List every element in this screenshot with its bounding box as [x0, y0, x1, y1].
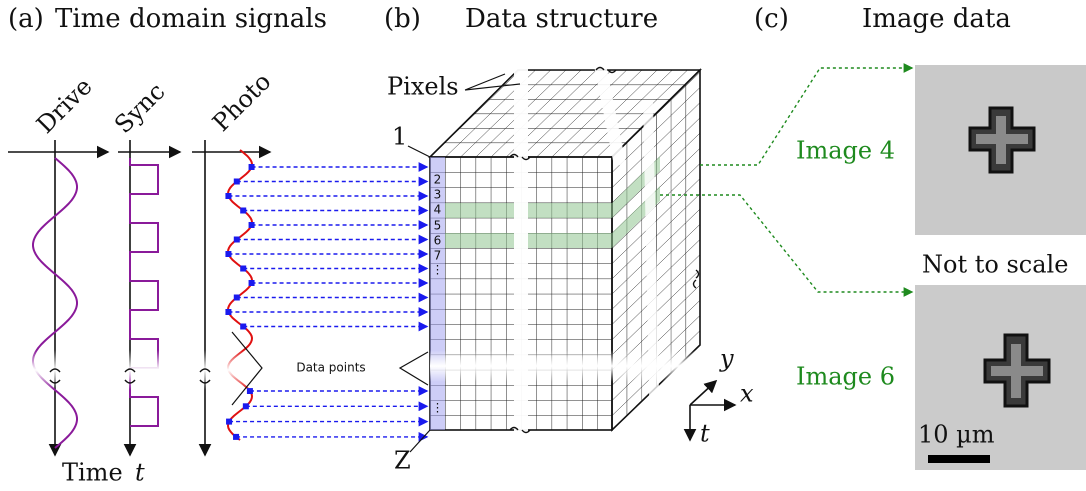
row-number: 6 — [434, 234, 442, 248]
row-number: 5 — [434, 219, 442, 233]
image-label: Image 4 — [796, 137, 895, 165]
label: 1 — [392, 123, 407, 151]
break-fade — [10, 350, 270, 390]
label: Z — [394, 447, 411, 475]
figure: (a) Time domain signals (b) Data structu… — [0, 0, 1086, 491]
sample-point — [234, 295, 240, 301]
row-number: ⋮ — [432, 401, 444, 415]
sample-point — [240, 208, 246, 214]
sample-point — [233, 434, 239, 440]
row-number: 4 — [434, 203, 442, 217]
sample-point — [225, 251, 231, 257]
row-number: 2 — [434, 173, 442, 187]
panel-title: Time domain signals — [55, 4, 327, 34]
label: Pixels — [387, 73, 459, 101]
pointer — [408, 146, 430, 157]
panel-title: Image data — [862, 4, 1011, 34]
sample-point — [240, 266, 246, 272]
sample-point — [243, 403, 249, 409]
callout-label: Data points — [296, 361, 365, 375]
axis-label: y — [719, 345, 734, 373]
row-number: ⋮ — [432, 263, 444, 277]
axis-label: t — [135, 459, 145, 487]
signal-label: Photo — [207, 67, 276, 136]
sample-point — [249, 280, 255, 286]
photo-wave — [228, 150, 252, 440]
sample-point — [234, 237, 240, 243]
axis-label: t — [700, 420, 710, 448]
panel-letter: (b) — [384, 4, 421, 34]
axis-label: Time — [62, 459, 123, 487]
axes-icon — [690, 381, 735, 440]
image-frame — [915, 65, 1086, 235]
sample-point — [226, 419, 232, 425]
panel-title: Data structure — [465, 4, 658, 34]
signal-label: Sync — [109, 77, 170, 138]
signal-label: Drive — [31, 72, 98, 139]
image-label: Image 6 — [796, 363, 895, 391]
sample-point — [234, 179, 240, 185]
panel-letter: (a) — [8, 4, 44, 34]
axis-label: x — [740, 380, 754, 408]
sample-point — [225, 193, 231, 199]
signals — [33, 150, 427, 448]
sample-point — [240, 324, 246, 330]
sample-point — [249, 164, 255, 170]
pointer — [410, 430, 430, 452]
row-number: 7 — [434, 249, 442, 263]
panel-letter: (c) — [754, 4, 789, 34]
note: Not to scale — [922, 251, 1068, 279]
sample-point — [249, 222, 255, 228]
sample-point — [225, 309, 231, 315]
row-number: 3 — [434, 188, 442, 202]
scale-label: 10 µm — [918, 421, 995, 449]
data-cube — [430, 60, 710, 440]
